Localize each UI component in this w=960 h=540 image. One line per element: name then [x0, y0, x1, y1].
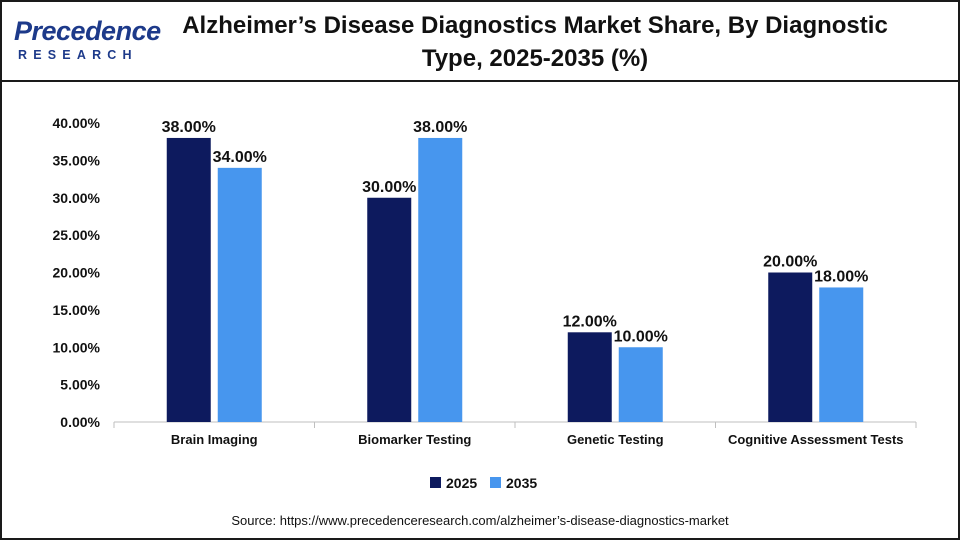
x-tick-label: Brain Imaging	[171, 432, 258, 447]
data-label: 10.00%	[614, 328, 668, 345]
legend-label: 2025	[446, 475, 477, 491]
source-note: Source: https://www.precedenceresearch.c…	[231, 513, 729, 528]
data-label: 30.00%	[362, 179, 416, 196]
data-label: 34.00%	[213, 149, 267, 166]
precedence-research-logo: Precedence RESEARCH	[14, 16, 164, 66]
bar-2025	[166, 137, 211, 422]
logo-wordmark: Precedence	[14, 16, 161, 46]
bar-2025	[367, 197, 412, 422]
x-tick-label: Biomarker Testing	[358, 432, 471, 447]
chart-title: Alzheimer’s Disease Diagnostics Market S…	[182, 12, 888, 72]
y-tick-label: 5.00%	[60, 377, 100, 393]
y-tick-label: 0.00%	[60, 414, 100, 430]
x-tick-label: Cognitive Assessment Tests	[728, 432, 904, 447]
logo-subtitle: RESEARCH	[18, 48, 138, 62]
bar-2025	[768, 272, 813, 422]
y-tick-label: 20.00%	[53, 265, 101, 281]
bar-2025	[567, 332, 612, 422]
bar-2035	[418, 137, 463, 422]
bar-2035	[819, 287, 864, 422]
y-tick-label: 30.00%	[53, 190, 101, 206]
chart-header: Precedence RESEARCH Alzheimer’s Disease …	[0, 0, 960, 82]
bar-chart: 0.00% 5.00% 10.00% 15.00% 20.00% 25.00% 30.00%…	[53, 115, 917, 491]
y-tick-label: 35.00%	[53, 152, 101, 168]
data-label: 38.00%	[413, 119, 467, 136]
y-tick-label: 15.00%	[53, 302, 101, 318]
data-label: 18.00%	[814, 268, 868, 285]
legend-label: 2035	[506, 475, 537, 491]
bar-2035	[217, 167, 262, 422]
bar-2035	[618, 347, 663, 422]
x-tick-label: Genetic Testing	[567, 432, 664, 447]
y-tick-label: 40.00%	[53, 115, 101, 131]
data-label: 12.00%	[563, 313, 617, 330]
legend-swatch-2025	[430, 477, 441, 488]
data-label: 20.00%	[763, 254, 817, 271]
y-tick-label: 10.00%	[53, 339, 101, 355]
legend-swatch-2035	[490, 477, 501, 488]
y-tick-label: 25.00%	[53, 227, 101, 243]
data-label: 38.00%	[162, 119, 216, 136]
